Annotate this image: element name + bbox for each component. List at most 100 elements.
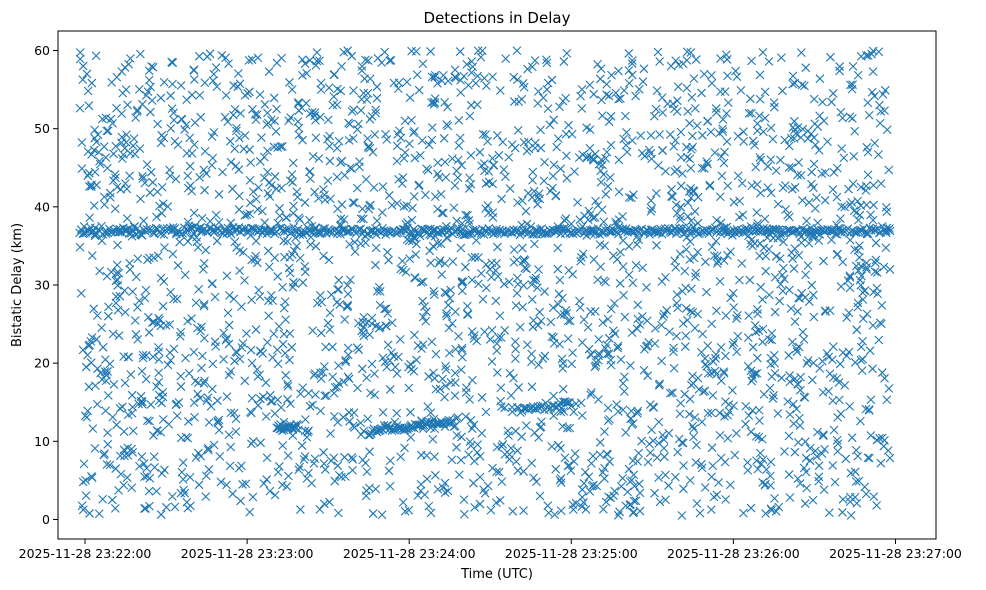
data-point [601,497,611,507]
data-point [101,376,111,386]
data-point [822,349,832,358]
data-point [706,505,716,515]
data-point [441,381,451,391]
data-point [278,441,288,450]
data-point [627,475,637,485]
data-point [165,320,175,329]
data-point [553,440,563,450]
data-point [461,412,471,422]
data-point [632,408,642,418]
data-point [141,504,150,513]
data-point [789,264,799,273]
data-point [372,82,382,92]
data-point [407,46,417,56]
data-point [194,480,204,490]
data-point [760,113,770,123]
data-point [322,391,331,400]
data-point [491,498,501,507]
data-point [697,163,707,173]
y-tick-label: 30 [34,278,50,293]
data-point [716,87,725,97]
data-point [871,238,881,248]
data-point [752,369,762,378]
data-point [312,48,322,57]
data-point [344,374,354,384]
data-point [462,60,472,69]
data-point [159,277,169,286]
data-point [596,262,605,272]
data-point [194,448,203,458]
data-point [786,304,796,313]
data-point [577,485,587,494]
data-point [272,184,281,194]
data-point [519,281,529,290]
data-point [208,359,218,369]
data-point [838,113,847,123]
data-point [804,297,814,306]
data-point [470,502,480,512]
data-point [604,349,614,359]
data-point [465,173,474,183]
data-point [586,388,596,397]
data-point [850,492,860,502]
data-point [451,73,461,83]
data-point [140,472,149,482]
data-point [163,202,173,211]
data-point [315,504,325,514]
data-point [386,55,396,65]
x-axis: 2025-11-28 23:22:00 2025-11-28 23:23:00 20… [19,539,962,561]
data-point [210,292,220,302]
data-point [285,268,295,278]
data-point [619,290,628,300]
data-point [128,287,137,296]
data-point [349,408,359,418]
data-point [111,141,121,151]
data-point [767,505,776,515]
data-point [715,431,725,440]
data-point [646,206,656,216]
data-point [109,380,119,389]
data-point [385,385,395,394]
data-point [679,484,688,494]
data-point [357,364,367,374]
data-point [269,93,279,103]
data-point [498,137,508,147]
data-point [429,97,438,107]
data-point [247,358,257,368]
data-point [631,260,641,270]
data-point [828,461,838,470]
data-point [372,93,382,103]
data-point [840,202,850,212]
data-point [283,381,293,391]
data-point [829,425,839,435]
data-point [420,302,429,311]
data-point [546,186,555,196]
data-point [627,70,637,80]
data-point [855,241,864,251]
data-point [825,306,835,316]
data-point [529,473,538,483]
data-point [481,130,490,140]
data-point [387,318,397,328]
data-point [657,93,667,102]
data-point [469,331,479,340]
data-point [686,163,696,173]
data-point [664,428,674,438]
data-point [784,431,794,441]
data-point [618,405,628,415]
data-point [847,114,857,123]
data-point [647,204,657,213]
data-point [449,203,459,213]
data-point [247,55,257,65]
data-point [418,312,428,322]
data-point [606,140,616,150]
data-point [629,470,639,480]
data-point [441,365,451,374]
data-point [676,181,686,191]
data-point [857,271,866,281]
data-point [381,304,391,313]
data-point [795,385,805,395]
data-point [461,210,471,220]
data-point [377,510,387,520]
